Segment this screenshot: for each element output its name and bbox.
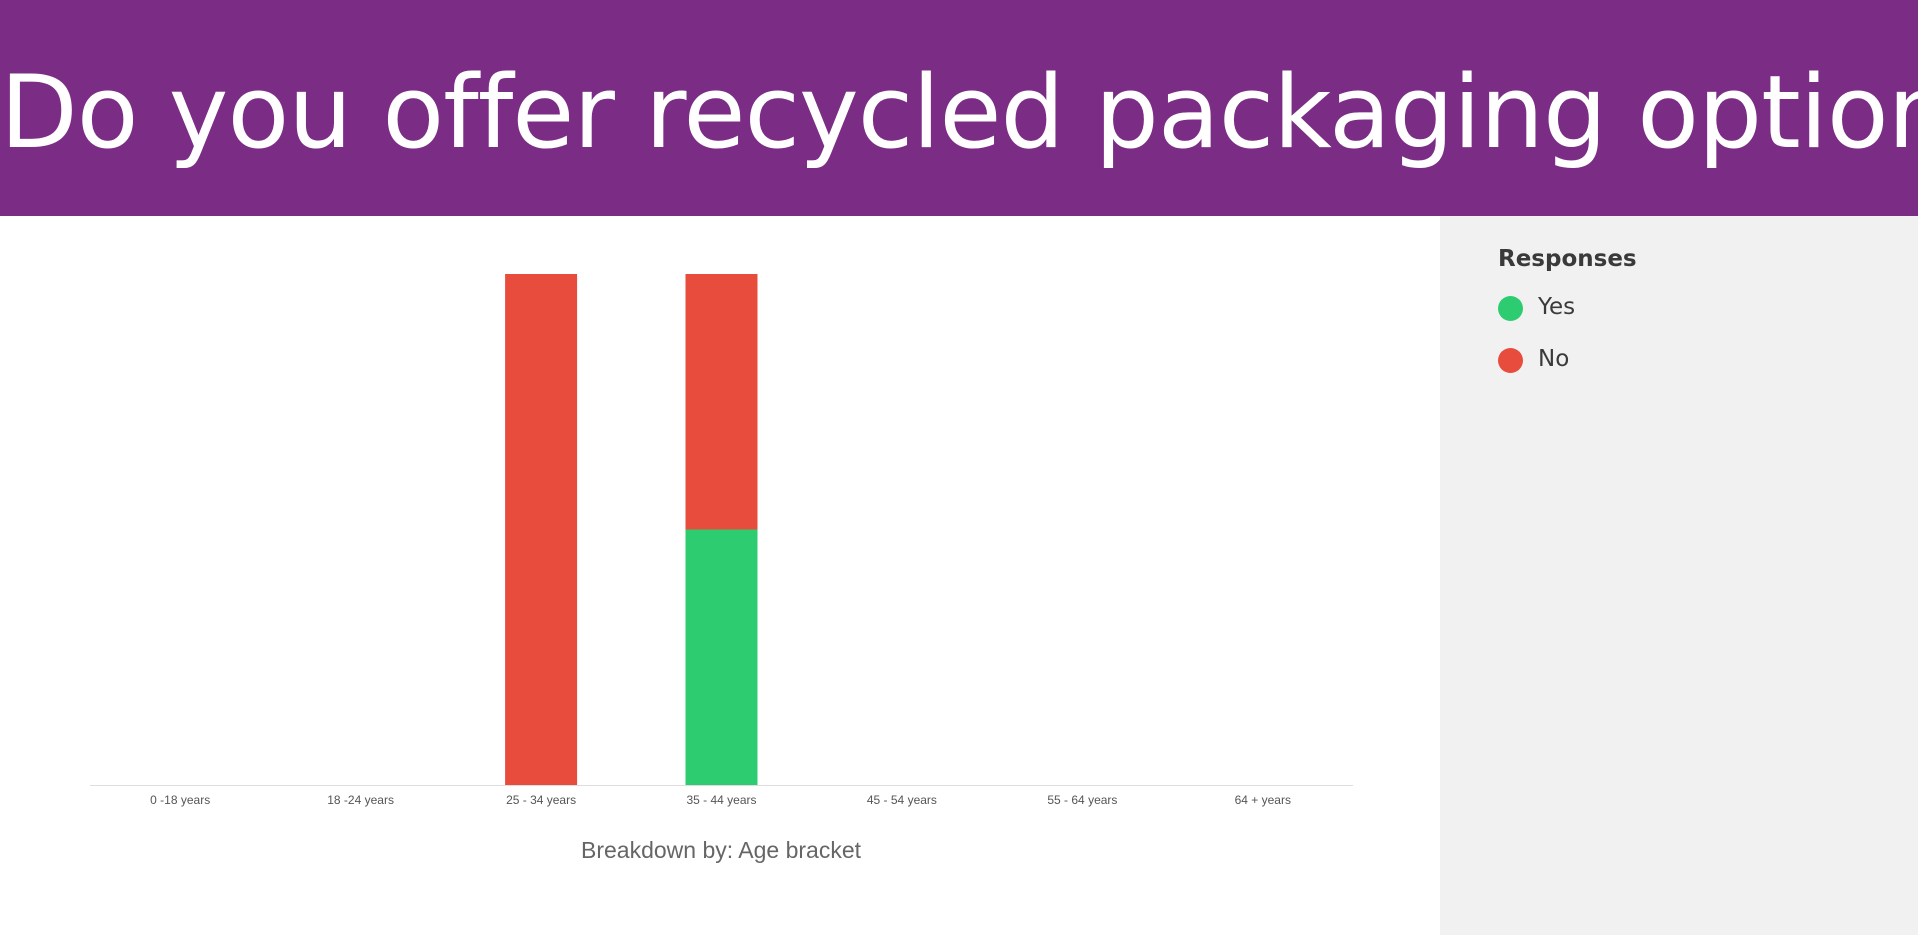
header-bar: Do you offer recycled packaging options <box>0 0 1918 216</box>
bar-no-4 <box>685 274 758 530</box>
legend-swatch-yes <box>1498 296 1523 321</box>
legend-label-yes: Yes <box>1538 294 1576 320</box>
bar-no-3 <box>505 274 578 785</box>
chart-area: 0 -18 years 18 -24 years 25 - 34 years 35 -… <box>0 216 1440 935</box>
x-tick-label-2: 18 -24 years <box>327 793 394 807</box>
x-tick-label-6: 55 - 64 years <box>1047 793 1117 807</box>
stacked-bar-chart: 0 -18 years 18 -24 years 25 - 34 years 35 -… <box>90 274 1353 863</box>
legend-panel: Responses Yes No <box>1440 216 1918 935</box>
page-title: Do you offer recycled packaging options <box>0 53 1918 171</box>
bar-yes-4 <box>685 529 758 785</box>
x-tick-label-4: 35 - 44 years <box>686 793 756 807</box>
legend-swatch-no <box>1498 348 1523 373</box>
legend-label-no: No <box>1538 346 1570 372</box>
x-axis-label: Breakdown by: Age bracket <box>581 837 862 863</box>
x-tick-label-5: 45 - 54 years <box>867 793 937 807</box>
x-tick-label-7: 64 + years <box>1235 793 1291 807</box>
x-tick-labels: 0 -18 years 18 -24 years 25 - 34 years 35 -… <box>150 793 1291 807</box>
x-tick-label-1: 0 -18 years <box>150 793 210 807</box>
bars-group <box>505 274 758 785</box>
x-tick-label-3: 25 - 34 years <box>506 793 576 807</box>
legend-title: Responses <box>1498 246 1637 272</box>
